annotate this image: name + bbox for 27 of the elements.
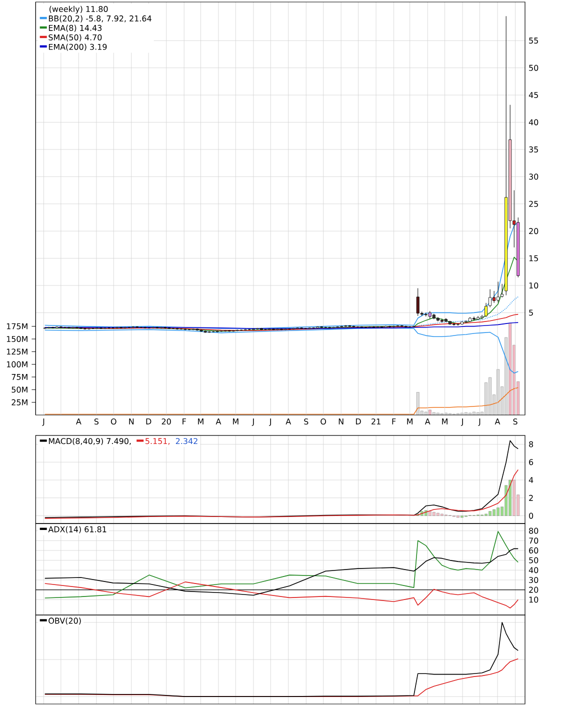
bar	[496, 508, 500, 516]
candlestick	[488, 289, 492, 308]
bar	[432, 512, 436, 516]
bar	[472, 412, 476, 415]
bar	[436, 512, 440, 516]
bar	[508, 323, 512, 415]
candlestick	[484, 302, 488, 318]
candlestick	[500, 284, 504, 298]
candlestick	[416, 288, 420, 316]
candlestick	[476, 316, 480, 320]
bar	[488, 377, 492, 415]
bar	[432, 412, 436, 415]
line-series	[44, 582, 519, 608]
candlestick	[452, 322, 456, 326]
candlestick	[440, 318, 444, 323]
candlestick	[456, 323, 460, 326]
candlestick	[496, 281, 500, 303]
bar	[416, 392, 420, 415]
candlestick	[472, 316, 476, 321]
line-series	[44, 469, 519, 519]
candlestick	[492, 290, 496, 304]
bar	[428, 511, 432, 516]
bar	[428, 410, 432, 415]
bar	[508, 480, 512, 516]
bar	[488, 511, 492, 516]
bar	[512, 480, 516, 516]
bar	[492, 509, 496, 516]
